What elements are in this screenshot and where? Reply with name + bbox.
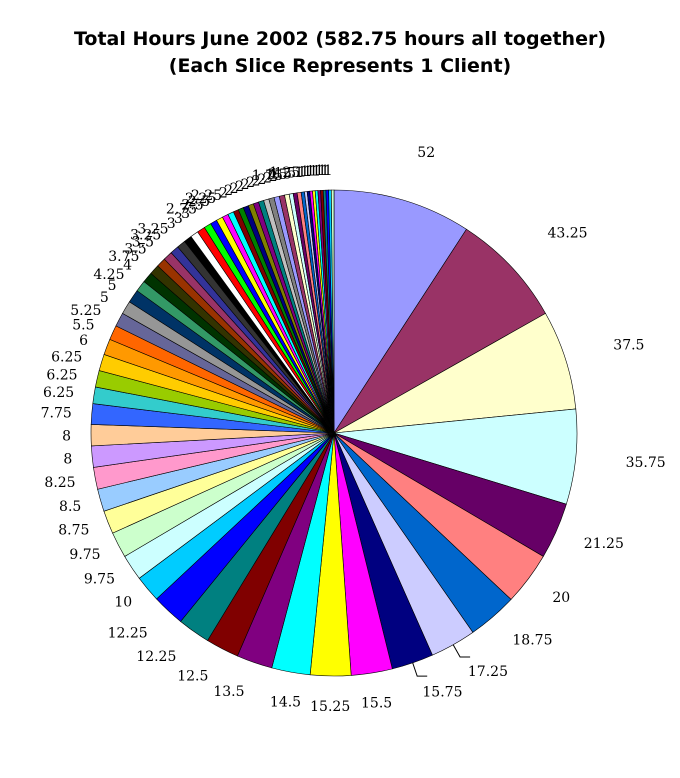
slice-label: 12.25 <box>108 626 148 642</box>
slice-label: 2 <box>235 179 244 195</box>
slice-label: 3.25 <box>137 222 168 238</box>
slice-label: 8 <box>62 428 71 444</box>
leader-lines <box>412 644 471 677</box>
chart-title-block: Total Hours June 2002 (582.75 hours all … <box>0 26 680 80</box>
slice-label: 3.5 <box>124 241 146 257</box>
pie-slice <box>333 228 546 434</box>
chart-subtitle: (Each Slice Represents 1 Client) <box>168 55 512 77</box>
slice-label: 2.25 <box>191 188 222 204</box>
slice-label: 1.5 <box>270 166 292 182</box>
slice-label: 9.75 <box>84 572 115 588</box>
pie-slice <box>331 189 335 434</box>
leader-line <box>412 662 428 677</box>
slice-label: 20 <box>552 590 570 606</box>
slice-label: 8 <box>63 452 72 468</box>
slice-label: 1.25 <box>269 165 300 181</box>
slice-label: 6 <box>79 333 88 349</box>
slice-label: 8.75 <box>58 523 89 539</box>
slice-label: 3 <box>167 216 176 232</box>
slice-label: 8.5 <box>59 499 81 515</box>
slice-label: 6.25 <box>51 350 82 366</box>
slice-label: 2 <box>263 170 272 186</box>
slice-label: 1 <box>309 164 318 180</box>
slice-label: 5.5 <box>72 317 94 333</box>
slice-label: 1 <box>324 163 333 179</box>
slice-label: 1 <box>300 164 309 180</box>
slice-label: 12.5 <box>177 668 208 684</box>
slice-label: 2 <box>246 175 255 191</box>
chart-title: Total Hours June 2002 (582.75 hours all … <box>73 28 607 50</box>
slice-label: 35.75 <box>626 455 666 471</box>
slice-label: 1 <box>306 164 315 180</box>
slice-label: 2 <box>257 172 266 188</box>
pie-slice <box>333 189 467 435</box>
slice-label: 18.75 <box>512 633 552 649</box>
slice-label: 13.5 <box>213 684 244 700</box>
slice-label: 15.25 <box>310 699 350 715</box>
slice-label: 3 <box>181 206 190 222</box>
slice-label: 1 <box>297 165 306 181</box>
slice-label: 52 <box>417 145 435 161</box>
slice-label: 9.75 <box>69 547 100 563</box>
slice-label: 1.5 <box>265 167 287 183</box>
slice-label: 2 <box>269 169 278 185</box>
slice-label: 4 <box>123 258 132 274</box>
slice-label: 1 <box>312 163 321 179</box>
slice-label: 12.25 <box>136 649 176 665</box>
slice-label: 3.5 <box>132 234 154 250</box>
slice-labels: 5243.2537.535.7521.252018.7517.2515.7515… <box>41 145 666 715</box>
slice-label: 43.25 <box>548 225 588 241</box>
slice-label: 2.5 <box>188 194 210 210</box>
slice-label: 2 <box>230 181 239 197</box>
slice-label: 1 <box>315 163 324 179</box>
slice-label: 5 <box>108 278 117 294</box>
slice-label: 4.25 <box>93 267 124 283</box>
slice-label: 6.25 <box>46 367 77 383</box>
slice-label: 2 <box>219 185 228 201</box>
slice-label: 3.25 <box>130 228 161 244</box>
slice-label: 37.5 <box>613 338 644 354</box>
slice-label: 1 <box>303 164 312 180</box>
slice-label: 1.5 <box>274 166 296 182</box>
slice-label: 3 <box>174 211 183 227</box>
slice-label: 21.25 <box>584 536 624 552</box>
slice-label: 10 <box>114 595 132 611</box>
slice-label: 14.5 <box>270 695 301 711</box>
slice-label: 17.25 <box>468 664 508 680</box>
slice-label: 2 <box>252 173 261 189</box>
pie-slices <box>90 189 578 677</box>
slice-label: 1 <box>321 163 330 179</box>
slice-label: 2.75 <box>166 201 197 217</box>
slice-label: 5 <box>100 290 109 306</box>
slice-label: 15.75 <box>422 684 462 700</box>
slice-label: 7.75 <box>41 405 72 421</box>
slice-label: 3.75 <box>108 249 139 265</box>
slice-label: 8.25 <box>44 475 75 491</box>
slice-label: 1.75 <box>252 168 283 184</box>
leader-line <box>452 644 471 658</box>
slice-label: 2.25 <box>185 191 216 207</box>
slice-label: 15.5 <box>361 696 392 712</box>
slice-label: 6.25 <box>43 385 74 401</box>
slice-label: 5.25 <box>70 303 101 319</box>
slice-label: 1 <box>318 163 327 179</box>
slice-label: 2 <box>224 183 233 199</box>
slice-label: 2.5 <box>181 198 203 214</box>
slice-label: 1 <box>295 165 304 181</box>
slice-label: 2 <box>241 177 250 193</box>
